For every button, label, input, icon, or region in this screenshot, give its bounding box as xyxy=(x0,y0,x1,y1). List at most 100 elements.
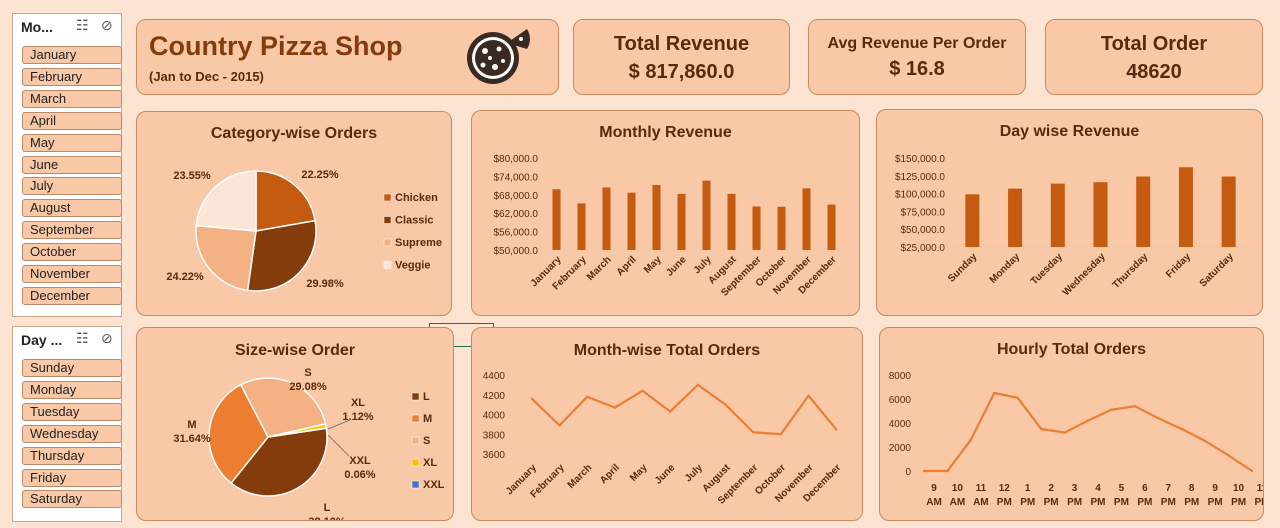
hourly-orders-card: Hourly Total Orders 8000 6000 4000 2000 0 9 AM… xyxy=(879,327,1264,521)
monthly-revenue-y-tick: $68,000.0 xyxy=(494,191,539,202)
hourly-orders-x-ampm: AM xyxy=(973,497,989,508)
category-legend-swatch xyxy=(383,238,392,247)
multi-select-icon[interactable]: ☷ xyxy=(76,330,89,346)
month-orders-card: Month-wise Total Orders 4400 4200 4000 3800… xyxy=(471,327,863,521)
hourly-orders-x-hour: 11 xyxy=(1257,483,1263,494)
hourly-orders-y-tick: 0 xyxy=(905,467,911,478)
hourly-orders-x-hour: 1 xyxy=(1025,483,1031,494)
day-revenue-bar-sunday xyxy=(965,194,980,247)
month-orders-y-tick: 3800 xyxy=(483,430,506,441)
day-revenue-x-label: Saturday xyxy=(1198,251,1236,289)
hourly-orders-x-hour: 11 xyxy=(976,483,987,494)
size-label-s: 29.08% xyxy=(289,381,327,393)
month-orders-point-july xyxy=(696,383,700,387)
size-label-xxl: XXL xyxy=(349,455,371,467)
size-pie-chart: L38.10%M31.64%S29.08%XL1.12%XXL0.06%LMSX… xyxy=(173,367,444,520)
hourly-orders-x-ampm: PM xyxy=(1208,497,1223,508)
multi-select-icon[interactable]: ☷ xyxy=(76,17,89,33)
hourly-orders-point xyxy=(1203,439,1207,443)
category-legend-chicken: Chicken xyxy=(395,192,438,204)
hourly-orders-point xyxy=(1157,417,1160,420)
monthly-revenue-bar-december xyxy=(827,204,836,250)
day-revenue-title: Day wise Revenue xyxy=(999,123,1140,140)
monthly-revenue-x-label: July xyxy=(692,254,714,276)
slicer-day-saturday[interactable]: Saturday xyxy=(22,490,122,509)
month-orders-x-label: June xyxy=(653,462,678,487)
hourly-orders-x-ampm: PM xyxy=(1137,497,1152,508)
size-legend-swatch xyxy=(411,458,420,467)
slicer-month-october[interactable]: October xyxy=(22,243,122,262)
size-chart-card: Size-wise Order L 38.10% M 31.64% S 29.08% XL 1… xyxy=(136,327,454,521)
category-slice-classic xyxy=(246,219,317,292)
slicer-month-january[interactable]: January xyxy=(22,46,122,64)
category-slice-veggie xyxy=(195,170,257,232)
month-orders-point-september xyxy=(751,431,755,434)
slicer-day-monday[interactable]: Monday xyxy=(22,380,122,399)
hourly-orders-x-ampm: PM xyxy=(1184,497,1199,508)
slicer-month-april[interactable]: April xyxy=(22,111,122,130)
hourly-orders-x-ampm: PM xyxy=(997,497,1012,508)
monthly-revenue-bar-january xyxy=(552,189,561,250)
total-revenue-value: $ 817,860.0 xyxy=(628,61,735,83)
slicer-month-july[interactable]: July xyxy=(22,177,122,196)
slicer-month-may[interactable]: May xyxy=(22,133,122,152)
hourly-orders-point xyxy=(946,469,949,473)
hourly-orders-x-ampm: PM xyxy=(1114,497,1129,508)
slicer-month-september[interactable]: September xyxy=(22,221,122,240)
slicer-day-thursday[interactable]: Thursday xyxy=(22,446,122,465)
slicer-month-march[interactable]: March xyxy=(22,89,122,108)
hourly-orders-x-ampm: PM xyxy=(1255,497,1264,508)
clear-filter-icon[interactable]: ⊘ xyxy=(101,17,113,33)
month-orders-y-tick: 4000 xyxy=(483,411,506,422)
monthly-revenue-y-tick: $74,000.0 xyxy=(494,172,539,183)
category-legend-swatch xyxy=(383,216,392,224)
month-orders-point-august xyxy=(724,403,727,406)
total-revenue-label: Total Revenue xyxy=(613,33,750,55)
hourly-orders-x-hour: 10 xyxy=(952,483,964,494)
hourly-orders-point xyxy=(1133,405,1137,408)
slicer-day-friday[interactable]: Friday xyxy=(22,468,122,487)
slicer-day-tuesday[interactable]: Tuesday xyxy=(22,402,122,421)
hourly-orders-point xyxy=(969,438,973,441)
slicer-day-wednesday[interactable]: Wednesday xyxy=(22,424,122,443)
hourly-orders-point xyxy=(922,469,926,473)
monthly-revenue-bar-september xyxy=(752,206,761,250)
size-label-xl: XL xyxy=(351,397,365,409)
hourly-orders-y-tick: 8000 xyxy=(889,371,912,382)
day-revenue-bar-chart: $150,000.0 $125,000.0 $100,000.0 $75,000.0 $… xyxy=(895,154,1250,298)
month-orders-point-february xyxy=(558,424,561,427)
month-orders-title: Month-wise Total Orders xyxy=(573,342,761,359)
size-label-m: 31.64% xyxy=(173,433,211,445)
month-orders-x-label: April xyxy=(598,462,622,486)
hourly-orders-x-hour: 5 xyxy=(1119,483,1125,494)
day-revenue-x-label: Wednesday xyxy=(1061,251,1108,298)
monthly-revenue-bar-october xyxy=(777,206,786,250)
slicer-month-december[interactable]: December xyxy=(22,286,122,305)
header-card: Country Pizza Shop (Jan to Dec - 2015) xyxy=(136,19,559,95)
day-slicer: Day ... ☷ ⊘ Sunday Monday Tuesday Wednesday… xyxy=(12,326,122,522)
size-label-xxl: 0.06% xyxy=(344,469,375,481)
monthly-revenue-x-label: June xyxy=(664,254,689,279)
avg-revenue-label: Avg Revenue Per Order xyxy=(827,35,1007,52)
hourly-orders-x-ampm: PM xyxy=(1091,497,1106,508)
slicer-month-august[interactable]: August xyxy=(22,199,122,218)
hourly-orders-x-hour: 7 xyxy=(1166,483,1172,494)
slicer-month-november[interactable]: November xyxy=(22,265,122,283)
monthly-revenue-y-tick: $62,000.0 xyxy=(494,209,539,220)
slicer-month-february[interactable]: February xyxy=(22,67,122,86)
category-legend-classic: Classic xyxy=(395,215,434,227)
hourly-orders-x-ampm: PM xyxy=(1161,497,1176,508)
size-legend-l: L xyxy=(423,391,430,403)
size-legend-xl: XL xyxy=(423,457,437,469)
slicer-month-june[interactable]: June xyxy=(22,155,122,174)
hourly-orders-point xyxy=(1016,396,1019,399)
day-revenue-y-tick: $75,000.0 xyxy=(901,207,946,218)
clear-filter-icon[interactable]: ⊘ xyxy=(101,330,113,346)
day-revenue-bar-saturday xyxy=(1221,176,1236,247)
monthly-revenue-bar-june xyxy=(677,193,686,250)
month-orders-point-march xyxy=(585,395,589,398)
avg-revenue-card: Avg Revenue Per Order $ 16.8 xyxy=(808,19,1026,95)
total-order-label: Total Order xyxy=(1100,33,1208,55)
slicer-day-sunday[interactable]: Sunday xyxy=(22,359,122,377)
